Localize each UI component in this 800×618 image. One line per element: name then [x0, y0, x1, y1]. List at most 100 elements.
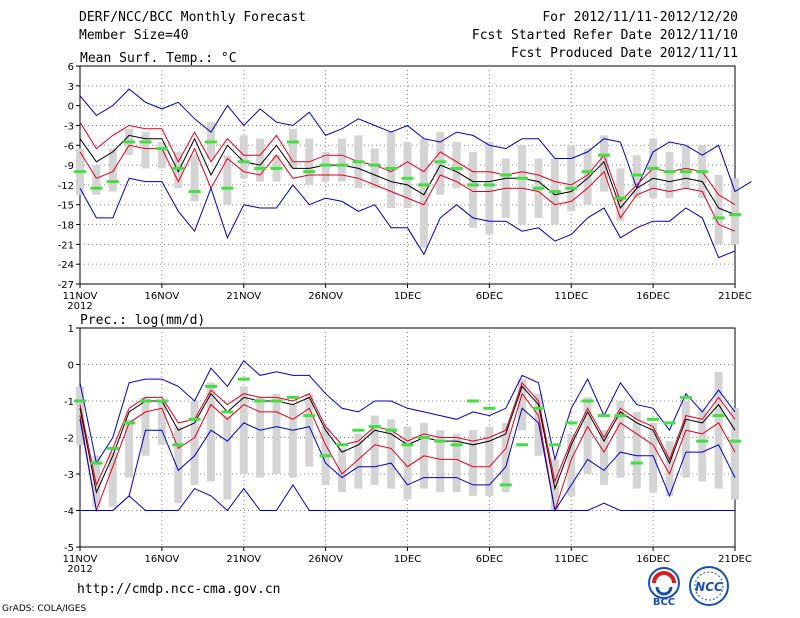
obs-marker [139, 140, 152, 144]
obs-marker [663, 170, 676, 174]
x-tick-label: 21NOV [226, 554, 261, 565]
spread-box [256, 397, 265, 478]
header-right: For 2012/11/11-2012/12/20 Fcst Started Re… [472, 9, 738, 63]
obs-marker [696, 170, 709, 174]
y-tick-label: 3 [68, 82, 74, 93]
obs-marker [139, 399, 152, 403]
y-tick-label: 0 [68, 102, 74, 113]
spread-box [387, 419, 396, 489]
y-tick-label: -5 [64, 543, 74, 554]
spread-box [370, 148, 379, 189]
panel-title: Prec.: log(mm/d) [80, 313, 205, 328]
spread-box [731, 178, 739, 245]
spread-box [76, 386, 84, 445]
x-tick-label: 11DEC [554, 291, 588, 302]
x-tick-label: 11NOV [63, 291, 98, 302]
obs-marker [729, 439, 741, 443]
spread-box [141, 132, 150, 169]
spread-box [469, 151, 477, 228]
spread-box [272, 393, 281, 474]
obs-marker [303, 170, 316, 174]
grads-credit: GrADS: COLA/IGES [2, 604, 87, 614]
spread-box [370, 415, 379, 485]
obs-marker [499, 483, 512, 487]
spread-box [419, 138, 428, 248]
obs-marker [434, 160, 447, 164]
obs-marker [467, 183, 479, 187]
spread-box [190, 401, 199, 485]
header-left: DERF/NCC/BCC Monthly Forecast Member Size… [79, 9, 306, 45]
obs-marker [74, 170, 86, 174]
obs-marker [319, 454, 332, 458]
x-tick-label: 16DEC [636, 291, 670, 302]
spread-box [698, 408, 707, 482]
obs-marker [352, 160, 365, 164]
obs-marker [90, 186, 103, 190]
obs-marker [385, 428, 398, 432]
obs-marker [74, 399, 86, 403]
obs-marker [172, 166, 185, 170]
obs-marker [205, 384, 217, 388]
obs-marker [368, 163, 381, 167]
spread-box [583, 397, 592, 474]
spread-box [681, 401, 690, 478]
series-p10-line [79, 392, 736, 513]
spread-box [616, 401, 625, 478]
spread-box [452, 433, 461, 493]
x-tick-label: 6DEC [476, 291, 503, 302]
obs-marker [548, 190, 561, 194]
obs-marker [663, 421, 676, 425]
spread-box [567, 433, 576, 496]
y-tick-label: -3 [64, 470, 74, 481]
obs-marker [483, 406, 496, 410]
obs-marker [499, 173, 512, 177]
spread-box [632, 411, 641, 489]
obs-marker [237, 377, 250, 381]
spread-box [92, 165, 101, 195]
x-tick-label: 16NOV [145, 291, 180, 302]
obs-marker [221, 410, 234, 414]
obs-marker [647, 417, 660, 421]
spread-box [436, 132, 445, 195]
obs-marker [729, 213, 741, 217]
obs-marker [450, 166, 463, 170]
x-tick-label: 21NOV [226, 291, 261, 302]
obs-marker [434, 439, 447, 443]
spread-box [600, 135, 608, 192]
y-tick-label: 1 [68, 324, 74, 335]
obs-marker [417, 436, 430, 439]
obs-marker [581, 170, 594, 174]
obs-marker [188, 417, 201, 421]
obs-marker [205, 140, 217, 144]
obs-marker [614, 414, 627, 418]
obs-marker [319, 163, 332, 167]
x-tick-label: 26NOV [308, 554, 343, 565]
spread-box [321, 151, 330, 182]
obs-marker [450, 443, 463, 447]
spread-box [600, 430, 608, 485]
obs-marker [614, 196, 627, 200]
obs-marker [336, 163, 348, 167]
spread-box [305, 393, 314, 467]
x-tick-label: 1DEC [394, 554, 421, 565]
spread-box [190, 155, 199, 202]
spread-box [207, 382, 215, 482]
spread-box [387, 132, 396, 209]
website-url[interactable]: http://cmdp.ncc-cma.gov.cn [77, 582, 281, 597]
spread-box [485, 426, 494, 496]
obs-marker [123, 140, 136, 144]
x-tick-label: 1DEC [394, 291, 421, 302]
spread-box [223, 415, 232, 500]
spread-box [92, 455, 101, 507]
obs-marker [630, 461, 643, 465]
obs-marker [106, 180, 119, 184]
spread-box [174, 426, 183, 504]
spread-box [583, 148, 592, 205]
obs-marker [581, 399, 594, 403]
x-tick-label: 26NOV [308, 291, 343, 302]
x-tick-label: 16DEC [636, 554, 670, 565]
spread-box [354, 433, 363, 489]
spread-box [550, 459, 559, 511]
obs-marker [254, 166, 267, 170]
spread-box [469, 430, 477, 496]
